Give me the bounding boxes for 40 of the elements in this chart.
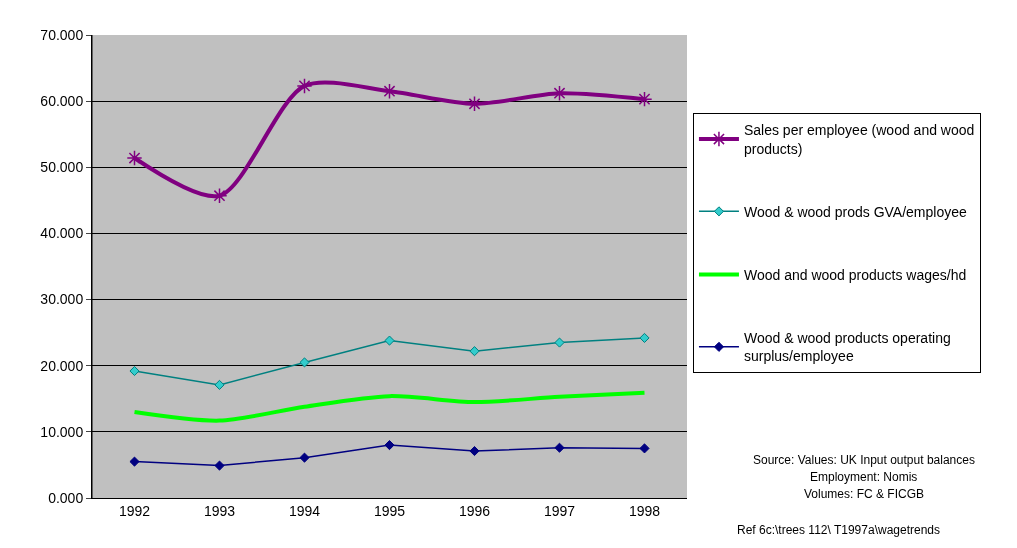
point	[554, 337, 565, 348]
point	[214, 460, 225, 471]
y-tick-label: 60.000	[40, 93, 84, 110]
text: Employment: Nomis	[810, 470, 918, 484]
point	[299, 452, 310, 463]
legend-label: Wood & wood products operating surplus/employee	[743, 330, 951, 365]
point	[126, 150, 143, 166]
line-series	[132, 390, 647, 423]
point	[214, 379, 225, 390]
point	[384, 440, 395, 451]
point	[469, 346, 480, 357]
point	[639, 332, 650, 343]
y-tick-label: 50.000	[40, 159, 84, 176]
x-tick-label: 1992	[118, 502, 151, 519]
point	[469, 445, 480, 457]
x-tick-label: 1993	[203, 502, 236, 519]
x-tick-label: 1996	[458, 502, 491, 519]
x-tick-label: 1995	[373, 502, 406, 519]
legend-label: Wood & wood prods GVA/employee	[743, 203, 967, 220]
x-tick-label: 1998	[628, 502, 661, 519]
point	[299, 357, 310, 368]
text: Ref 6c:\trees 112\ T1997a\wagetrends	[737, 523, 941, 537]
y-tick-label: 40.000	[40, 225, 84, 242]
point	[129, 365, 140, 377]
point	[129, 456, 140, 467]
x-tick-label: 1994	[288, 502, 321, 519]
point	[639, 443, 650, 454]
y-tick-label: 20.000	[40, 357, 84, 374]
y-tick-label: 10.000	[40, 423, 84, 440]
point	[384, 335, 395, 346]
x-tick-label: 1997	[543, 502, 576, 519]
y-tick-label: 70.000	[40, 26, 84, 43]
legend-label: Wood and wood products wages/hd	[743, 267, 967, 284]
y-tick-label: 0.000	[48, 489, 84, 506]
source-note: Source: Values: UK Input output balances	[753, 453, 975, 467]
point	[554, 442, 565, 453]
legend-label: Sales per employee (wood and wood products)	[743, 122, 975, 157]
point	[296, 77, 313, 94]
text: Volumes: FC & FICGB	[804, 487, 925, 501]
y-tick-label: 30.000	[40, 291, 84, 308]
